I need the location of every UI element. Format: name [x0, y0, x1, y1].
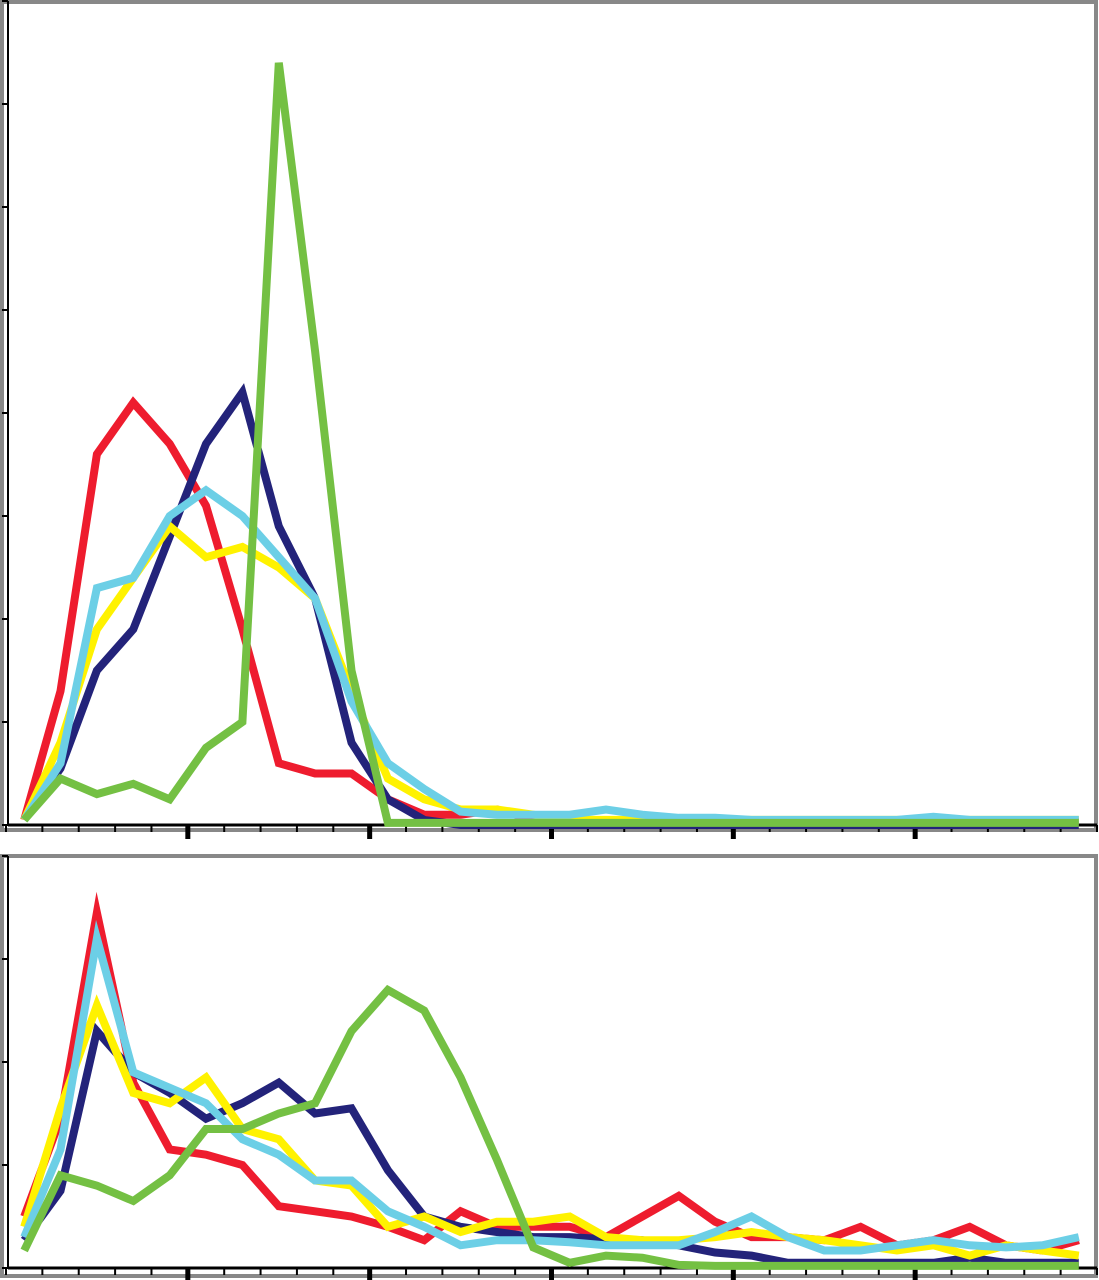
series-line	[20, 919, 1080, 1255]
panel-frame	[0, 0, 1098, 832]
series-line	[21, 62, 1079, 827]
series-line	[20, 994, 1080, 1260]
series-line	[20, 383, 1079, 829]
series-line	[20, 396, 1079, 826]
panel-frame	[0, 854, 1098, 1278]
series-line	[20, 891, 1080, 1255]
series-line	[20, 984, 1079, 1270]
